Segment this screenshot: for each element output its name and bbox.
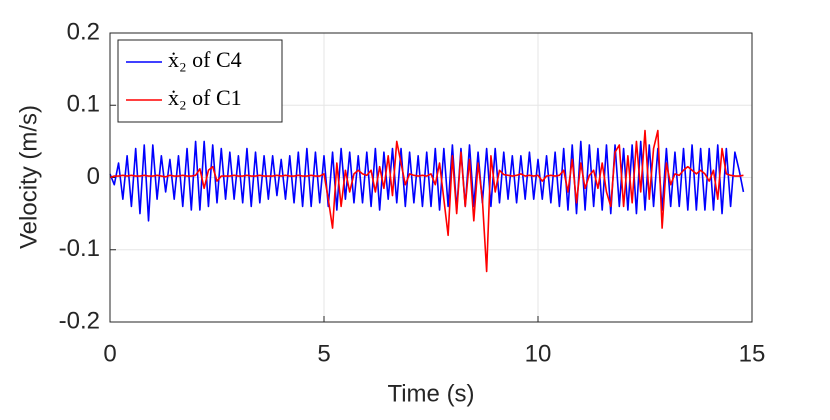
legend: ẋ₂ of C4 ẋ₂ of C1: [117, 39, 283, 123]
y-tick-label: 0: [87, 163, 100, 190]
x-tick-label: 0: [103, 340, 116, 367]
x-tick-label: 5: [317, 340, 330, 367]
y-tick-label: -0.2: [59, 307, 100, 334]
x-axis-label: Time (s): [387, 380, 474, 407]
data-line: [109, 140, 745, 222]
x-tick-label: 15: [739, 340, 766, 367]
plot-frame: [109, 32, 753, 323]
legend-label: ẋ₂ of C4: [168, 47, 242, 72]
legend-box: [117, 39, 283, 123]
y-axis-label: Velocity (m/s): [15, 105, 42, 249]
y-tick-label: -0.1: [59, 235, 100, 262]
x-tick-label: 10: [525, 340, 552, 367]
legend-label: ẋ₂ of C1: [168, 85, 242, 110]
data-line: [109, 129, 744, 273]
y-tick-label: 0.2: [67, 18, 100, 45]
y-tick-label: 0.1: [67, 91, 100, 118]
